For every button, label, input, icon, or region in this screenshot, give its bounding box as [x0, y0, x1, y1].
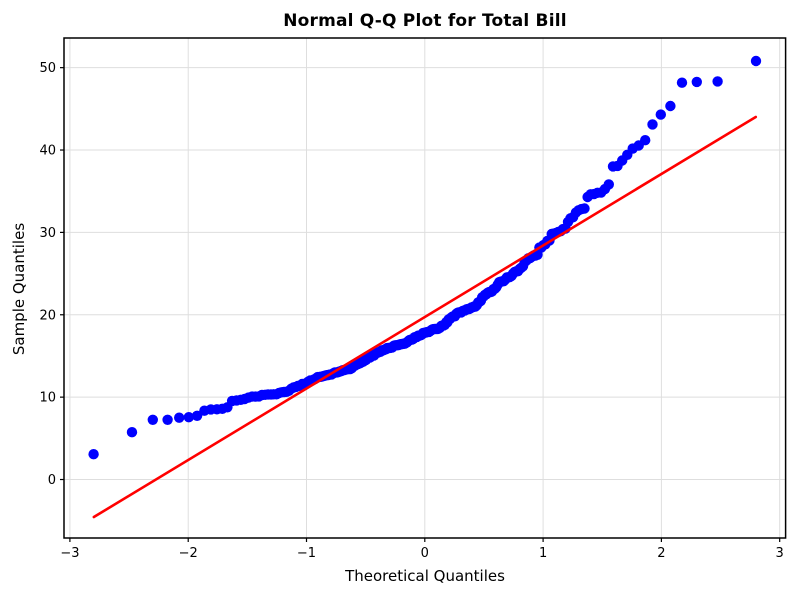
qq-point	[147, 414, 158, 425]
qq-point	[691, 76, 702, 88]
qq-point	[183, 412, 194, 423]
qq-point	[191, 410, 203, 421]
qq-point	[88, 449, 99, 460]
y-tick-label: 0	[48, 473, 56, 488]
qq-point	[676, 77, 688, 88]
y-tick-label: 50	[39, 61, 56, 76]
qq-point	[655, 109, 666, 120]
reference-line	[92, 115, 758, 519]
axes-spines	[63, 37, 787, 539]
qq-reference-line	[92, 115, 758, 519]
qq-point	[647, 119, 658, 130]
x-axis-label: Theoretical Quantiles	[345, 567, 505, 585]
x-tick-label: 3	[776, 546, 784, 561]
plot-spines	[63, 37, 787, 539]
qq-point	[603, 179, 614, 190]
qq-point	[126, 427, 138, 438]
y-tick-label: 10	[39, 391, 56, 406]
grid-lines	[64, 38, 786, 538]
x-tick-label: −2	[179, 546, 198, 561]
qq-points	[88, 55, 762, 460]
x-tick-label: −1	[297, 546, 316, 561]
qq-point	[665, 100, 676, 112]
qq-point	[712, 76, 723, 87]
qq-point	[162, 414, 173, 425]
x-tick-label: 0	[421, 546, 429, 561]
chart-title: Normal Q-Q Plot for Total Bill	[283, 11, 567, 31]
qq-point	[174, 412, 185, 423]
qq-point	[579, 203, 590, 214]
y-tick-label: 40	[39, 144, 56, 159]
y-tick-label: 20	[39, 308, 56, 323]
qq-point	[640, 135, 651, 146]
x-tick-label: −3	[60, 546, 79, 561]
qq-point	[750, 55, 762, 67]
x-tick-label: 1	[539, 546, 547, 561]
x-tick-label: 2	[657, 546, 665, 561]
y-tick-label: 30	[39, 226, 56, 241]
